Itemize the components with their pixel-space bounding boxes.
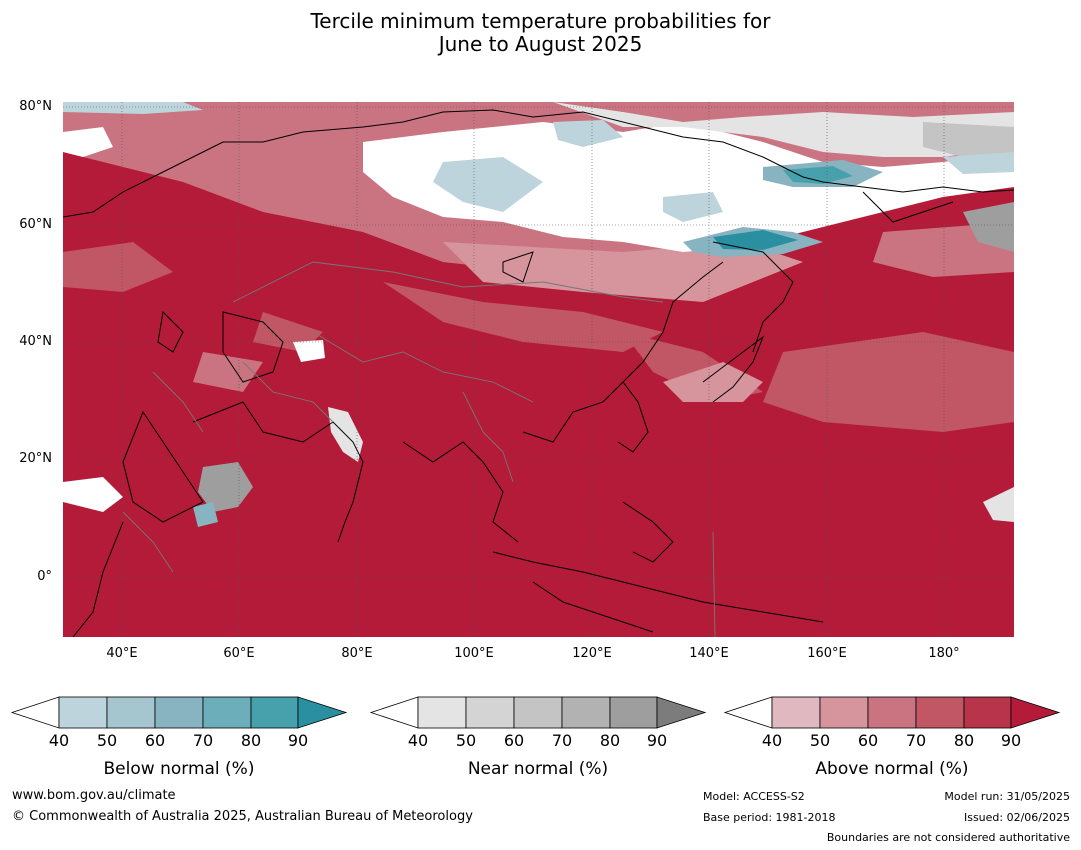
legend-near-tick-80: 80 <box>599 731 621 750</box>
legend-above-tick-60: 60 <box>857 731 879 750</box>
colorbar-above-segment-6 <box>1010 696 1061 729</box>
lon-label-120e: 120°E <box>572 646 612 661</box>
colorbar-near-normal <box>369 696 707 729</box>
legend-near-tick-50: 50 <box>455 731 477 750</box>
legend-below-tick-90: 90 <box>287 731 309 750</box>
colorbar-near-segment-1 <box>417 696 467 729</box>
map-canvas <box>63 102 1014 637</box>
legend-below-normal <box>10 692 348 729</box>
colorbar-below-segment-3 <box>154 696 204 729</box>
legend-below-tick-40: 40 <box>48 731 70 750</box>
lat-label-20n: 20°N <box>19 451 52 466</box>
lon-label-80e: 80°E <box>341 646 373 661</box>
legend-below-tick-80: 80 <box>240 731 262 750</box>
legend-above-tick-70: 70 <box>905 731 927 750</box>
lon-label-180: 180° <box>928 646 960 661</box>
colorbar-below-segment-5 <box>250 696 299 729</box>
model-run-text: Model run: 31/05/2025 <box>944 790 1070 803</box>
legend-below-tick-60: 60 <box>144 731 166 750</box>
legend-above-tick-40: 40 <box>761 731 783 750</box>
colorbar-above-segment-1 <box>771 696 821 729</box>
lat-label-80n: 80°N <box>19 99 52 114</box>
near-normal-zones <box>63 102 1014 522</box>
legend-near-tick-70: 70 <box>551 731 573 750</box>
legend-below-title: Below normal (%) <box>103 759 255 779</box>
lon-label-40e: 40°E <box>106 646 138 661</box>
colorbar-near-segment-6 <box>656 696 707 729</box>
lon-label-60e: 60°E <box>223 646 255 661</box>
colorbar-below-segment-4 <box>202 696 252 729</box>
lat-label-0: 0° <box>37 569 52 584</box>
base-period-text: Base period: 1981-2018 <box>703 811 836 824</box>
website-link[interactable]: www.bom.gov.au/climate <box>12 788 176 803</box>
map-title: Tercile minimum temperature probabilitie… <box>0 10 1081 56</box>
copyright-text: © Commonwealth of Australia 2025, Austra… <box>12 809 473 824</box>
lat-label-40n: 40°N <box>19 334 52 349</box>
legend-above-tick-80: 80 <box>953 731 975 750</box>
colorbar-above-segment-4 <box>915 696 965 729</box>
model-text: Model: ACCESS-S2 <box>703 790 805 803</box>
colorbar-below-segment-2 <box>106 696 156 729</box>
country-boundaries <box>122 261 716 637</box>
legend-below-tick-50: 50 <box>96 731 118 750</box>
legend-above-tick-90: 90 <box>1000 731 1022 750</box>
legend-above-title: Above normal (%) <box>815 759 969 779</box>
colorbar-above-segment-3 <box>867 696 917 729</box>
colorbar-above-segment-2 <box>819 696 869 729</box>
legend-near-tick-90: 90 <box>646 731 668 750</box>
legend-near-normal <box>369 692 707 729</box>
issued-text: Issued: 02/06/2025 <box>963 811 1070 824</box>
disclaimer-text: Boundaries are not considered authoritat… <box>826 831 1070 844</box>
colorbar-below-segment-0 <box>10 696 60 729</box>
lon-label-100e: 100°E <box>454 646 494 661</box>
probability-map <box>63 102 1014 637</box>
map-title-line-2: June to August 2025 <box>438 32 643 56</box>
colorbar-above-segment-0 <box>723 696 773 729</box>
below-normal-zones <box>63 102 1014 527</box>
map-title-line-1: Tercile minimum temperature probabilitie… <box>310 9 771 33</box>
legend-above-tick-50: 50 <box>809 731 831 750</box>
lon-label-160e: 160°E <box>807 646 847 661</box>
colorbar-above-normal <box>723 696 1061 729</box>
colorbar-below-segment-6 <box>297 696 348 729</box>
legend-near-title: Near normal (%) <box>467 759 609 779</box>
legend-below-tick-70: 70 <box>192 731 214 750</box>
colorbar-near-segment-3 <box>513 696 563 729</box>
colorbar-near-segment-5 <box>609 696 658 729</box>
legend-near-tick-60: 60 <box>503 731 525 750</box>
colorbar-above-segment-5 <box>963 696 1012 729</box>
colorbar-below-normal <box>10 696 348 729</box>
coastlines <box>63 109 1014 637</box>
colorbar-below-segment-1 <box>58 696 108 729</box>
legend-near-tick-40: 40 <box>407 731 429 750</box>
lon-label-140e: 140°E <box>689 646 729 661</box>
colorbar-near-segment-4 <box>561 696 611 729</box>
graticule <box>63 102 1014 637</box>
lat-label-60n: 60°N <box>19 217 52 232</box>
legend-above-normal <box>723 692 1061 729</box>
colorbar-near-segment-0 <box>369 696 419 729</box>
colorbar-near-segment-2 <box>465 696 515 729</box>
